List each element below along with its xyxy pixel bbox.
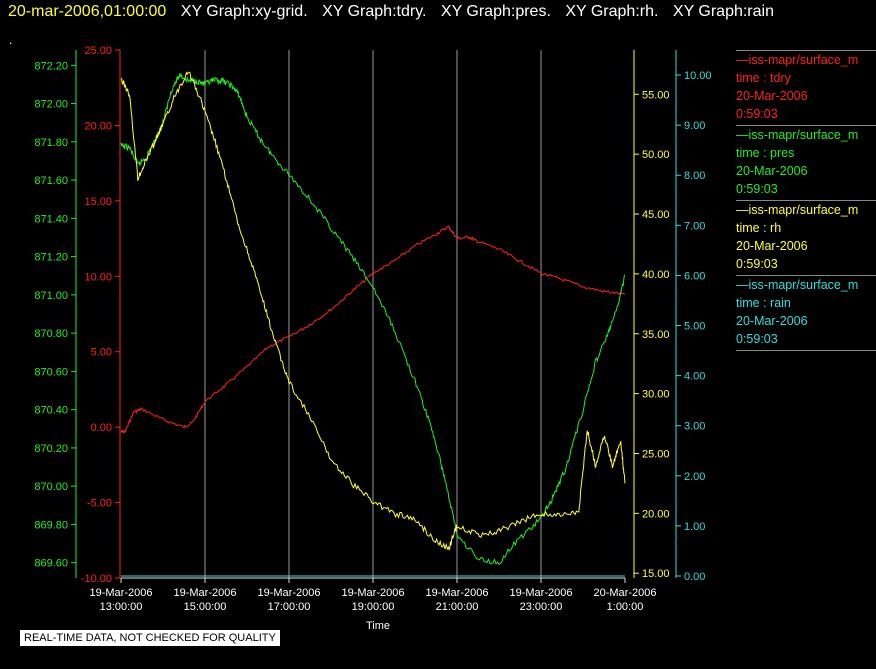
legend-time: 0:59:03 bbox=[736, 257, 778, 271]
tdry-tick-label: 25.00 bbox=[84, 45, 112, 57]
pres-tick-label: 871.60 bbox=[34, 175, 68, 187]
x-tick-label: 19-Mar-2006 bbox=[510, 587, 573, 599]
rh-tick-label: 45.00 bbox=[642, 209, 670, 221]
rain-tick-label: 8.00 bbox=[684, 170, 705, 182]
rain-tick-label: 5.00 bbox=[684, 321, 705, 333]
x-tick-label: 19-Mar-2006 bbox=[342, 587, 405, 599]
x-tick-label: 19-Mar-2006 bbox=[426, 587, 489, 599]
rh-tick-label: 25.00 bbox=[642, 448, 670, 460]
series-line-rh bbox=[120, 71, 626, 551]
rain-tick-label: 9.00 bbox=[684, 120, 705, 132]
legend-entry-rh[interactable]: —iss-mapr/surface_m time : rh 20-Mar-200… bbox=[736, 200, 876, 273]
legend-bottom-rule bbox=[736, 350, 876, 351]
rain-tick-label: 10.00 bbox=[684, 70, 712, 82]
rain-tick-label: 2.00 bbox=[684, 471, 705, 483]
x-tick-label: 23:00:00 bbox=[520, 601, 563, 613]
pres-tick-label: 872.20 bbox=[34, 60, 68, 72]
x-tick-label: 19:00:00 bbox=[352, 601, 395, 613]
tdry-tick-label: 20.00 bbox=[84, 120, 112, 132]
tab-tdry[interactable]: XY Graph:tdry. bbox=[322, 3, 427, 20]
status-dot: . bbox=[9, 33, 13, 47]
pres-tick-label: 870.40 bbox=[34, 405, 68, 417]
tdry-tick-label: 0.00 bbox=[91, 422, 112, 434]
pres-tick-label: 869.60 bbox=[34, 558, 68, 570]
legend-source: —iss-mapr/surface_m bbox=[736, 53, 859, 67]
pres-tick-label: 872.00 bbox=[34, 99, 68, 111]
pres-tick-label: 871.20 bbox=[34, 252, 68, 264]
legend-time: 0:59:03 bbox=[736, 182, 778, 196]
tdry-tick-label: 5.00 bbox=[91, 347, 112, 359]
legend-variable: time : pres bbox=[736, 146, 795, 160]
legend-date: 20-Mar-2006 bbox=[736, 164, 808, 178]
x-tick-label: 1:00:00 bbox=[607, 601, 644, 613]
tab-rh[interactable]: XY Graph:rh. bbox=[565, 3, 659, 20]
quality-note: REAL-TIME DATA, NOT CHECKED FOR QUALITY bbox=[20, 630, 280, 646]
rh-tick-label: 40.00 bbox=[642, 269, 670, 281]
legend-date: 20-Mar-2006 bbox=[736, 239, 808, 253]
tab-pres[interactable]: XY Graph:pres. bbox=[440, 3, 551, 20]
pres-tick-label: 871.00 bbox=[34, 290, 68, 302]
x-tick-label: 20-Mar-2006 bbox=[594, 587, 657, 599]
x-axis-label: Time bbox=[366, 620, 390, 632]
rh-tick-label: 50.00 bbox=[642, 149, 670, 161]
rain-tick-label: 7.00 bbox=[684, 220, 705, 232]
legend-date: 20-Mar-2006 bbox=[736, 89, 808, 103]
legend-variable: time : rain bbox=[736, 296, 791, 310]
title-bar: 20-mar-2006,01:00:00 XY Graph:xy-grid. X… bbox=[8, 3, 774, 21]
series-line-tdry bbox=[120, 225, 626, 434]
legend-entry-pres[interactable]: —iss-mapr/surface_m time : pres 20-Mar-2… bbox=[736, 125, 876, 198]
rain-tick-label: 1.00 bbox=[684, 521, 705, 533]
legend-entry-tdry[interactable]: —iss-mapr/surface_m time : tdry 20-Mar-2… bbox=[736, 50, 876, 123]
legend-time: 0:59:03 bbox=[736, 107, 778, 121]
rain-tick-label: 0.00 bbox=[684, 571, 705, 583]
rh-tick-label: 15.00 bbox=[642, 568, 670, 580]
x-tick-label: 17:00:00 bbox=[268, 601, 311, 613]
legend-source: —iss-mapr/surface_m bbox=[736, 128, 859, 142]
legend-variable: time : rh bbox=[736, 221, 782, 235]
pres-tick-label: 870.20 bbox=[34, 443, 68, 455]
rain-tick-label: 6.00 bbox=[684, 270, 705, 282]
rain-tick-label: 3.00 bbox=[684, 421, 705, 433]
legend-entry-rain[interactable]: —iss-mapr/surface_m time : rain 20-Mar-2… bbox=[736, 275, 876, 348]
tdry-tick-label: 15.00 bbox=[84, 196, 112, 208]
tab-rain[interactable]: XY Graph:rain bbox=[672, 3, 774, 20]
legend-source: —iss-mapr/surface_m bbox=[736, 278, 859, 292]
pres-tick-label: 869.80 bbox=[34, 519, 68, 531]
legend: —iss-mapr/surface_m time : tdry 20-Mar-2… bbox=[736, 50, 876, 351]
x-tick-label: 19-Mar-2006 bbox=[258, 587, 321, 599]
timestamp: 20-mar-2006,01:00:00 bbox=[8, 3, 167, 20]
pres-tick-label: 870.00 bbox=[34, 481, 68, 493]
tdry-tick-label: 10.00 bbox=[84, 271, 112, 283]
x-tick-label: 15:00:00 bbox=[184, 601, 227, 613]
x-tick-label: 19-Mar-2006 bbox=[174, 587, 237, 599]
rh-tick-label: 55.00 bbox=[642, 89, 670, 101]
x-tick-label: 13:00:00 bbox=[100, 601, 143, 613]
legend-date: 20-Mar-2006 bbox=[736, 314, 808, 328]
legend-source: —iss-mapr/surface_m bbox=[736, 203, 859, 217]
rh-tick-label: 30.00 bbox=[642, 389, 670, 401]
series-line-pres bbox=[120, 72, 626, 565]
pres-tick-label: 870.80 bbox=[34, 328, 68, 340]
x-tick-label: 21:00:00 bbox=[436, 601, 479, 613]
tdry-tick-label: -10.00 bbox=[81, 573, 112, 585]
pres-tick-label: 870.60 bbox=[34, 366, 68, 378]
x-tick-label: 19-Mar-2006 bbox=[90, 587, 153, 599]
rh-tick-label: 20.00 bbox=[642, 508, 670, 520]
legend-variable: time : tdry bbox=[736, 71, 791, 85]
legend-time: 0:59:03 bbox=[736, 332, 778, 346]
rh-tick-label: 35.00 bbox=[642, 329, 670, 341]
rain-tick-label: 4.00 bbox=[684, 371, 705, 383]
tab-xy-grid[interactable]: XY Graph:xy-grid. bbox=[180, 3, 308, 20]
pres-tick-label: 871.40 bbox=[34, 213, 68, 225]
tdry-tick-label: -5.00 bbox=[87, 498, 112, 510]
pres-tick-label: 871.80 bbox=[34, 137, 68, 149]
